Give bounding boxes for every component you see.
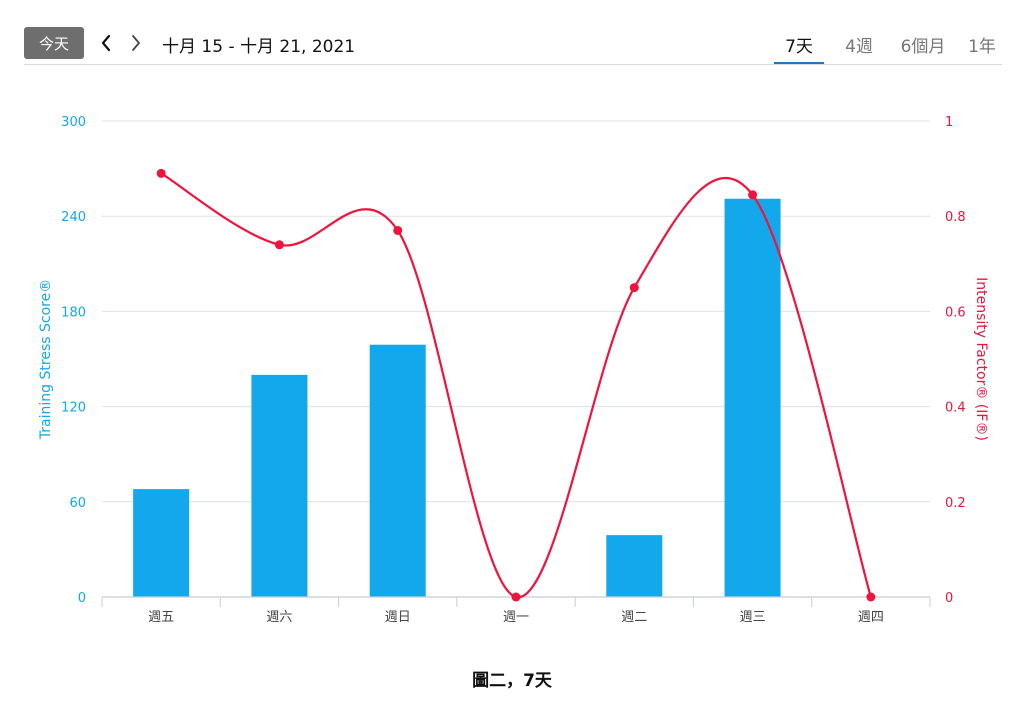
- toolbar: 今天 十月 15 - 十月 21, 2021 7天 4週 6個月 1年: [24, 24, 1002, 65]
- if-point-週五: [156, 168, 166, 178]
- figure-caption: 圖二，7天: [472, 671, 552, 691]
- y-left-tick-label: 0: [78, 591, 86, 606]
- y-right-tick-label: 0.2: [945, 496, 966, 511]
- if-point-週二: [629, 283, 639, 293]
- x-tick-label: 週日: [385, 610, 411, 625]
- y-left-axis-title: Training Stress Score®: [38, 279, 54, 440]
- x-tick-label: 週二: [621, 610, 647, 625]
- today-button[interactable]: 今天: [24, 27, 84, 59]
- toolbar-divider: [24, 64, 1002, 65]
- tab-4-weeks[interactable]: 4週: [845, 36, 873, 57]
- tss-if-chart: 0 60 120 180 240 300 0 0.2 0.4 0.6 0.8 1 Training St…: [38, 115, 989, 625]
- x-tick-label: 週五: [148, 610, 174, 625]
- y-right-tick-label: 0: [945, 591, 953, 606]
- tab-7-days[interactable]: 7天: [774, 24, 824, 65]
- if-point-週日: [393, 225, 403, 235]
- if-point-週六: [274, 240, 284, 250]
- bar-週三: [724, 198, 781, 597]
- x-tick-label: 週六: [266, 610, 292, 625]
- y-right-tick-label: 0.6: [945, 305, 966, 320]
- tab-6-months[interactable]: 6個月: [900, 36, 946, 57]
- y-left-tick-label: 300: [61, 115, 86, 130]
- range-tabs: 7天 4週 6個月 1年: [774, 24, 1002, 65]
- tab-1-year[interactable]: 1年: [968, 36, 996, 57]
- x-tick-label: 週一: [503, 610, 529, 625]
- y-left-tick-label: 240: [61, 210, 86, 225]
- y-left-tick-label: 180: [61, 305, 86, 320]
- chevron-left-icon[interactable]: [94, 27, 118, 59]
- x-tick-label: 週三: [740, 610, 766, 625]
- x-tick-label: 週四: [858, 610, 884, 625]
- bar-週五: [133, 489, 190, 597]
- chevron-right-icon[interactable]: [124, 27, 148, 59]
- y-right-tick-label: 1: [945, 115, 953, 130]
- bar-週六: [251, 374, 308, 597]
- bar-週日: [369, 344, 426, 597]
- if-point-週四: [866, 592, 876, 602]
- if-point-週一: [511, 592, 521, 602]
- bar-週二: [606, 535, 663, 597]
- if-series-line: [160, 172, 872, 599]
- y-left-tick-label: 120: [61, 401, 86, 416]
- y-right-tick-label: 0.8: [945, 210, 966, 225]
- if-point-週三: [748, 190, 758, 200]
- y-right-axis-title: Intensity Factor® (IF®): [973, 277, 989, 441]
- date-range-label: 十月 15 - 十月 21, 2021: [162, 37, 356, 57]
- y-left-tick-label: 60: [69, 496, 86, 511]
- y-right-tick-label: 0.4: [945, 401, 966, 416]
